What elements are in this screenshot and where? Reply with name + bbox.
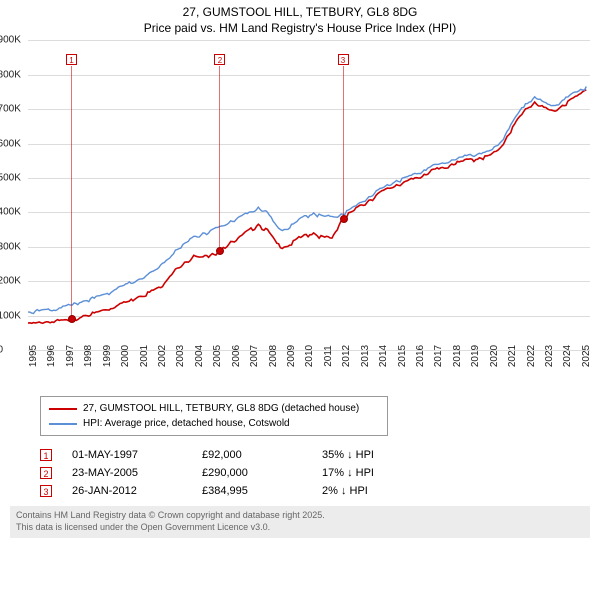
tx-date: 26-JAN-2012 — [72, 485, 182, 497]
x-tick-label: 2025 — [581, 345, 600, 367]
marker-box: 3 — [338, 54, 349, 65]
title-line2: Price paid vs. HM Land Registry's House … — [10, 21, 590, 37]
tx-marker: 2 — [40, 467, 52, 479]
legend-swatch — [49, 408, 77, 410]
tx-price: £92,000 — [202, 449, 302, 461]
legend-item: 27, GUMSTOOL HILL, TETBURY, GL8 8DG (det… — [49, 401, 379, 416]
legend-item: HPI: Average price, detached house, Cots… — [49, 416, 379, 431]
title-line1: 27, GUMSTOOL HILL, TETBURY, GL8 8DG — [10, 5, 590, 21]
tx-date: 23-MAY-2005 — [72, 467, 182, 479]
transaction-row: 2 23-MAY-2005 £290,000 17% ↓ HPI — [40, 464, 580, 482]
marker-vline — [219, 66, 220, 250]
transaction-row: 3 26-JAN-2012 £384,995 2% ↓ HPI — [40, 482, 580, 500]
title-block: 27, GUMSTOOL HILL, TETBURY, GL8 8DG Pric… — [10, 5, 590, 36]
tx-pct: 2% ↓ HPI — [322, 485, 422, 497]
marker-box: 2 — [214, 54, 225, 65]
series-hpi — [28, 87, 586, 314]
transaction-row: 1 01-MAY-1997 £92,000 35% ↓ HPI — [40, 446, 580, 464]
marker-dot — [340, 215, 348, 223]
line-chart-svg — [28, 40, 590, 350]
attribution-line1: Contains HM Land Registry data © Crown c… — [16, 510, 584, 522]
tx-pct: 17% ↓ HPI — [322, 467, 422, 479]
tx-price: £384,995 — [202, 485, 302, 497]
tx-price: £290,000 — [202, 467, 302, 479]
marker-box: 1 — [66, 54, 77, 65]
chart-area: £0£100K£200K£300K£400K£500K£600K£700K£80… — [10, 40, 590, 390]
transaction-table: 1 01-MAY-1997 £92,000 35% ↓ HPI 2 23-MAY-2005… — [40, 446, 580, 500]
marker-dot — [216, 247, 224, 255]
tx-marker: 3 — [40, 485, 52, 497]
attribution: Contains HM Land Registry data © Crown c… — [10, 506, 590, 537]
tx-pct: 35% ↓ HPI — [322, 449, 422, 461]
legend-label: HPI: Average price, detached house, Cots… — [83, 416, 290, 431]
attribution-line2: This data is licensed under the Open Gov… — [16, 522, 584, 534]
series-price_paid — [28, 90, 586, 323]
tx-marker: 1 — [40, 449, 52, 461]
marker-vline — [343, 66, 344, 217]
tx-date: 01-MAY-1997 — [72, 449, 182, 461]
legend: 27, GUMSTOOL HILL, TETBURY, GL8 8DG (det… — [40, 396, 388, 436]
marker-dot — [68, 315, 76, 323]
legend-swatch — [49, 423, 77, 425]
legend-label: 27, GUMSTOOL HILL, TETBURY, GL8 8DG (det… — [83, 401, 359, 416]
marker-vline — [71, 66, 72, 318]
plot-area — [28, 40, 590, 350]
chart-container: 27, GUMSTOOL HILL, TETBURY, GL8 8DG Pric… — [0, 0, 600, 590]
